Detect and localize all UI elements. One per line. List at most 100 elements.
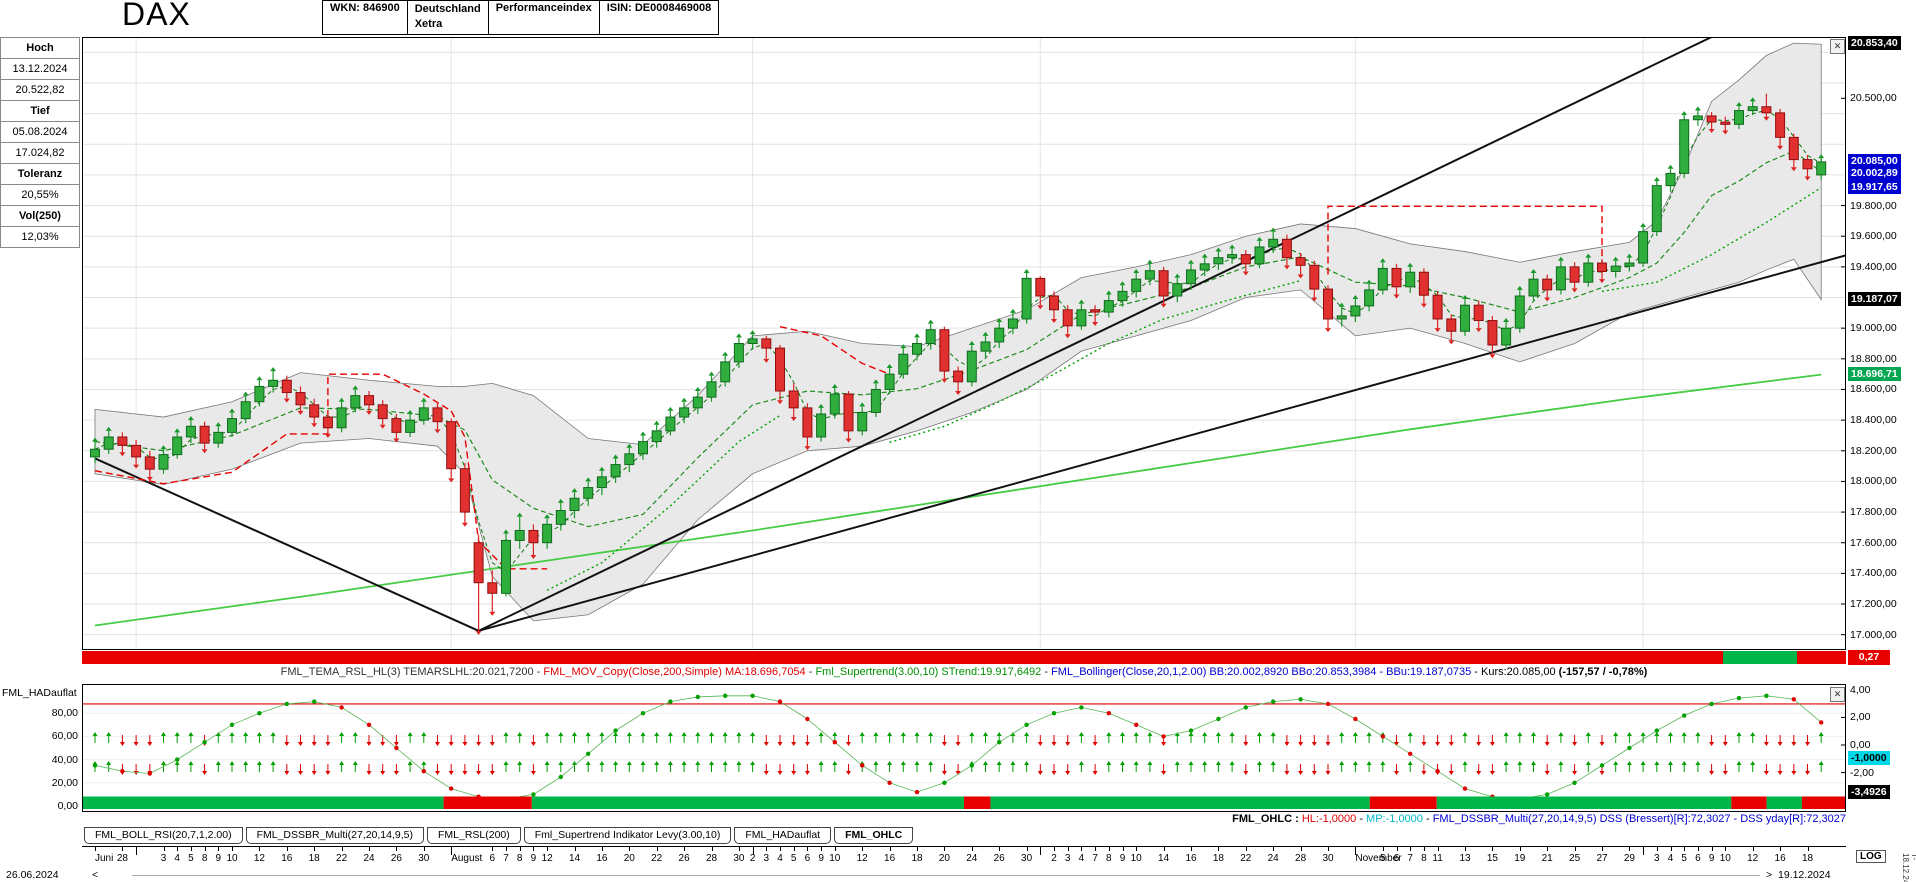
date-axis-tick <box>971 847 973 851</box>
log-scale-toggle[interactable]: LOG <box>1856 850 1886 863</box>
tab-fml-rsl-200[interactable]: FML_RSL(200) <box>426 827 521 844</box>
info-label-vol-250-: Vol(250) <box>0 206 80 227</box>
date-label: 8 <box>516 853 523 864</box>
price-tick-label: 18.200,00 <box>1850 444 1897 457</box>
price-tick-label: 18.800,00 <box>1850 352 1897 365</box>
oscillator-canvas[interactable] <box>82 684 1846 812</box>
date-axis: Juni 28 3 4 5 8 9 10 12 16 18 22 24 26 30 August 6 7 8 9 12 1… <box>82 846 1846 871</box>
date-axis-tick <box>793 847 795 851</box>
date-label: 6 <box>804 853 811 864</box>
date-axis-tick <box>1725 847 1727 851</box>
tab-fml-supertrend-indikator-levy-3-00-10[interactable]: Fml_Supertrend Indikator Levy(3.00,10) <box>523 827 732 844</box>
date-axis-tick <box>1752 847 1754 851</box>
date-axis-tick <box>232 847 233 851</box>
date-axis-tick <box>1807 847 1809 851</box>
status-bar: 26.06.2024 < > 19.12.2024 <box>0 869 1916 882</box>
main-price-chart[interactable] <box>82 37 1846 650</box>
date-label: 11 <box>1432 853 1443 864</box>
date-label: 10 <box>226 853 238 864</box>
price-tick-label: 19.600,00 <box>1850 230 1897 243</box>
date-axis-tick <box>1095 847 1097 851</box>
date-axis-tick <box>369 847 370 851</box>
scroll-right-button[interactable]: > <box>1766 869 1773 881</box>
tab-fml-ohlc[interactable]: FML_OHLC <box>834 827 914 844</box>
date-axis-tick <box>1780 847 1782 851</box>
date-axis-tick <box>547 847 549 851</box>
tab-fml-hadauflat[interactable]: FML_HADauflat <box>734 827 832 844</box>
oscillator-left-tick-label: 20,00 <box>51 776 78 789</box>
date-axis-major-tick <box>136 847 138 855</box>
date-axis-tick <box>1602 847 1603 851</box>
date-axis-tick <box>1191 847 1192 851</box>
date-axis-tick <box>1711 847 1713 851</box>
date-axis-tick <box>1410 847 1412 851</box>
date-label: 7 <box>1092 853 1098 864</box>
date-label: 12 <box>253 853 265 864</box>
price-tick-label: 18.400,00 <box>1850 414 1897 427</box>
oscillator-left-tick-label: 60,00 <box>51 730 78 743</box>
date-label: 2 <box>1051 853 1057 864</box>
date-axis-tick <box>204 847 206 851</box>
date-axis-major-tick <box>1643 847 1645 855</box>
info-label-hoch: Hoch <box>0 37 80 59</box>
date-label: 8 <box>1421 853 1427 864</box>
date-label: 30 <box>733 853 745 864</box>
range-end-date: 19.12.2024 <box>1778 869 1831 881</box>
price-tick-label: 19.000,00 <box>1850 322 1897 335</box>
info-label-tief: Tief <box>0 101 80 122</box>
scroll-left-button[interactable]: < <box>92 869 99 881</box>
legend-item: FML_Bollinger(Close,20,1,2.00) BB:20.002… <box>1051 666 1472 678</box>
close-icon[interactable]: ✕ <box>1830 39 1845 54</box>
price-tick-label: 17.000,00 <box>1850 628 1897 641</box>
oscillator-right-tick-label: 2,00 <box>1850 711 1871 724</box>
tab-fml-dssbr-multi-27-20-14-9-5[interactable]: FML_DSSBR_Multi(27,20,14,9,5) <box>245 827 424 844</box>
date-axis-major-tick <box>451 847 453 855</box>
date-label: 10 <box>829 853 841 864</box>
trend-strip <box>82 651 1846 664</box>
date-label: 22 <box>651 853 663 864</box>
date-label: 12 <box>1747 853 1759 864</box>
close-icon[interactable]: ✕ <box>1830 687 1845 702</box>
date-label: 4 <box>777 853 783 864</box>
date-label: 16 <box>884 853 896 864</box>
date-axis-tick <box>506 847 507 851</box>
date-axis-tick <box>889 847 891 851</box>
date-axis-tick <box>1656 847 1658 851</box>
info-value: 12,03% <box>0 227 80 248</box>
oscillator-highlight-label: -1,0000 <box>1848 750 1890 765</box>
date-label: 26 <box>678 853 690 864</box>
price-tick-label: 19.800,00 <box>1850 199 1897 212</box>
date-label: 24 <box>966 853 978 864</box>
date-axis-tick <box>1629 847 1631 851</box>
date-label: 19 <box>1514 853 1526 864</box>
date-axis-major-tick <box>1040 847 1042 855</box>
date-label: 7 <box>503 853 509 864</box>
date-axis-tick <box>1492 847 1494 851</box>
oscillator-panel[interactable] <box>82 684 1846 812</box>
trend-strip-segment <box>1796 651 1846 664</box>
oscillator-panel-title: FML_HADauflat <box>2 687 77 699</box>
date-axis-tick <box>1437 847 1439 851</box>
legend-item: FML_TEMA_RSL_HL(3) TEMARSLHL:20.021,7200 <box>280 666 534 678</box>
exchange-name: Xetra <box>414 18 443 30</box>
date-label: 14 <box>568 853 581 864</box>
date-label: 26 <box>390 853 402 864</box>
price-tick-label: 19.400,00 <box>1850 260 1897 273</box>
date-label: 3 <box>160 853 167 864</box>
quote-info-panel: Hoch 13.12.2024 20.522,82 Tief 05.08.2024 17.… <box>0 37 80 248</box>
price-chart-canvas[interactable] <box>82 37 1846 650</box>
date-axis-tick <box>1396 847 1398 851</box>
exchange-cell: Deutschland Xetra <box>407 0 489 35</box>
scrollbar-track[interactable] <box>132 875 1760 876</box>
date-label: 10 <box>1719 853 1731 864</box>
date-label: 30 <box>1021 853 1033 864</box>
date-label: 24 <box>363 853 375 864</box>
date-axis-tick <box>259 847 261 851</box>
date-axis-tick <box>1122 847 1124 851</box>
date-axis-tick <box>917 847 918 851</box>
date-axis-tick <box>1108 847 1110 851</box>
tab-fml-boll-rsi-20-7-1-2-00[interactable]: FML_BOLL_RSI(20,7,1,2.00) <box>84 827 243 844</box>
legend-item: - <box>805 666 816 678</box>
date-label: 12 <box>541 853 553 864</box>
